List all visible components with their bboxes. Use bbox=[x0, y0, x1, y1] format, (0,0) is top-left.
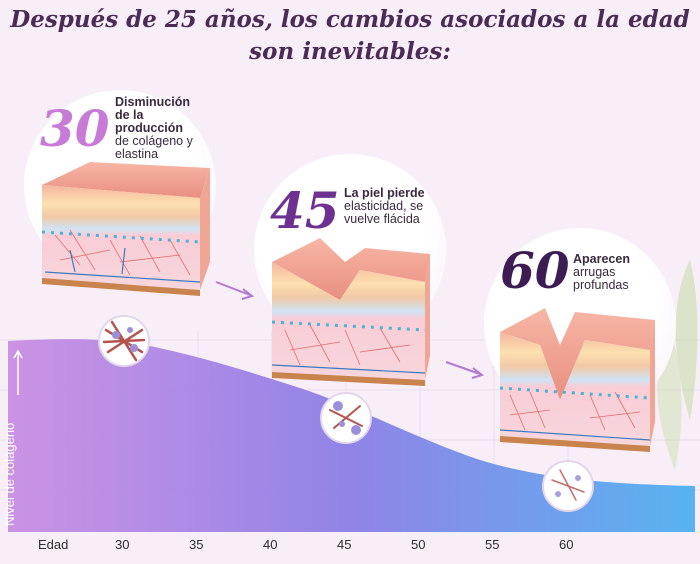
y-axis-arrow bbox=[13, 349, 23, 395]
stage-30-line-2: elastina bbox=[115, 147, 159, 161]
arrow-30-45 bbox=[215, 281, 255, 300]
title-line-1: Después de 25 años, los cambios asociado… bbox=[10, 6, 690, 33]
stage-30-bold-1: Disminución bbox=[115, 95, 191, 109]
x-axis-label: Edad bbox=[38, 537, 69, 552]
x-tick-40: 40 bbox=[263, 537, 278, 552]
x-tick-50: 50 bbox=[411, 537, 426, 552]
stage-45-bold-1: La piel pierde bbox=[344, 186, 425, 200]
stage-60-description: Aparecen arrugas profundas bbox=[573, 253, 668, 292]
arrow-45-60 bbox=[445, 361, 485, 379]
x-tick-30: 30 bbox=[115, 537, 130, 552]
stage-30-bold-3: producción bbox=[115, 121, 184, 135]
y-axis-label: Nivel de colágeno bbox=[2, 422, 17, 526]
skin-block-60 bbox=[499, 308, 655, 452]
stage-45-line-2: vuelve flácida bbox=[344, 212, 420, 226]
collagen-fibers-30-icon bbox=[98, 315, 150, 367]
stage-45-line-1: elasticidad, se bbox=[344, 199, 424, 213]
stage-30-description: Disminución de la producción de colágeno… bbox=[115, 96, 210, 161]
skin-block-30 bbox=[41, 162, 210, 296]
page-title: Después de 25 años, los cambios asociado… bbox=[0, 4, 700, 68]
collagen-fibers-45-icon bbox=[320, 392, 372, 444]
stage-30-bold-2: de la bbox=[115, 108, 144, 122]
x-tick-55: 55 bbox=[485, 537, 500, 552]
x-tick-35: 35 bbox=[189, 537, 204, 552]
title-line-2: son inevitables: bbox=[249, 38, 451, 65]
x-tick-60: 60 bbox=[559, 537, 574, 552]
skin-block-45 bbox=[271, 238, 430, 386]
age-45-number: 45 bbox=[270, 181, 340, 240]
age-30-number: 30 bbox=[40, 99, 110, 158]
stage-60-line-2: profundas bbox=[573, 278, 629, 292]
stage-30-line-1: de colágeno y bbox=[115, 134, 193, 148]
x-tick-45: 45 bbox=[337, 537, 352, 552]
collagen-fibers-60-icon bbox=[542, 460, 594, 512]
stage-60-bold-1: Aparecen bbox=[573, 252, 630, 266]
stage-60-line-1: arrugas bbox=[573, 265, 616, 279]
age-60-number: 60 bbox=[500, 241, 570, 300]
stage-45-description: La piel pierde elasticidad, se vuelve fl… bbox=[344, 187, 444, 226]
